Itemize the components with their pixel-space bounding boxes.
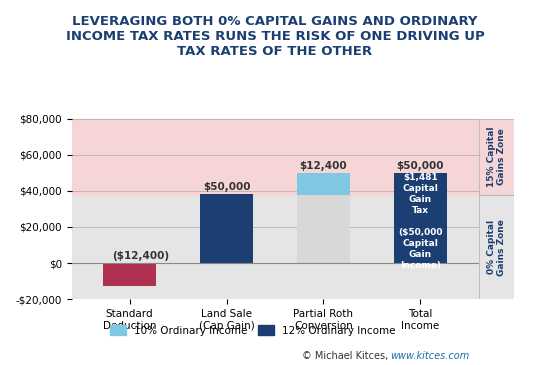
Text: ($12,400): ($12,400): [112, 251, 169, 261]
Text: $50,000: $50,000: [203, 182, 250, 192]
Text: © Michael Kitces,: © Michael Kitces,: [302, 351, 392, 361]
Bar: [394, 173, 447, 263]
Text: 15% Capital
Gains Zone: 15% Capital Gains Zone: [487, 127, 506, 187]
Text: www.kitces.com: www.kitces.com: [390, 351, 470, 361]
Bar: [478, 195, 514, 299]
Text: $12,400: $12,400: [300, 161, 347, 170]
Bar: [200, 195, 253, 263]
Bar: [72, 195, 478, 299]
Text: $50,000: $50,000: [397, 161, 444, 170]
Bar: [297, 173, 350, 195]
Text: 0% Capital
Gains Zone: 0% Capital Gains Zone: [487, 219, 506, 276]
Text: $1,481
Capital
Gain
Tax

($50,000
Capital
Gain
Income): $1,481 Capital Gain Tax ($50,000 Capital…: [398, 173, 443, 270]
Bar: [103, 263, 156, 285]
Bar: [478, 119, 514, 195]
Bar: [72, 119, 478, 195]
Text: LEVERAGING BOTH 0% CAPITAL GAINS AND ORDINARY
INCOME TAX RATES RUNS THE RISK OF : LEVERAGING BOTH 0% CAPITAL GAINS AND ORD…: [65, 15, 485, 58]
Legend: 10% Ordinary Income, 12% Ordinary Income: 10% Ordinary Income, 12% Ordinary Income: [106, 321, 400, 340]
Bar: [297, 195, 350, 263]
